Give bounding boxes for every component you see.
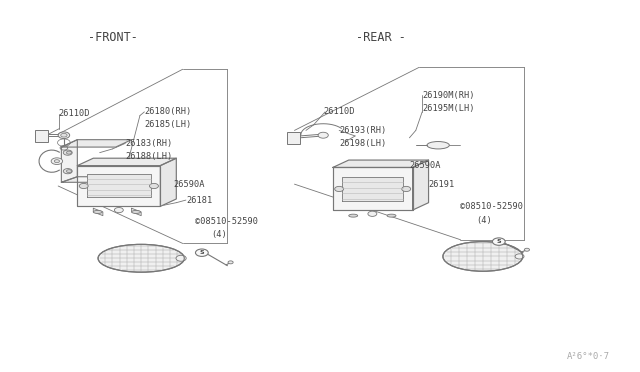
Circle shape	[492, 238, 505, 245]
Text: 26110D: 26110D	[58, 109, 90, 118]
Circle shape	[228, 261, 233, 264]
Text: 26181: 26181	[186, 196, 212, 205]
Text: 26193(RH): 26193(RH)	[339, 126, 387, 135]
Polygon shape	[87, 174, 151, 197]
Circle shape	[51, 158, 63, 164]
Polygon shape	[93, 208, 103, 216]
Polygon shape	[132, 208, 141, 216]
Text: 26190M(RH): 26190M(RH)	[422, 91, 475, 100]
Text: ©08510-52590: ©08510-52590	[195, 217, 259, 226]
Circle shape	[524, 248, 529, 251]
Ellipse shape	[349, 214, 358, 217]
Circle shape	[54, 160, 60, 163]
Polygon shape	[61, 177, 132, 182]
Ellipse shape	[132, 211, 141, 214]
FancyBboxPatch shape	[35, 130, 48, 142]
Text: -FRONT-: -FRONT-	[88, 31, 138, 44]
Polygon shape	[342, 177, 403, 201]
Circle shape	[63, 150, 72, 155]
Ellipse shape	[98, 244, 184, 272]
Text: 26185(LH): 26185(LH)	[145, 121, 191, 129]
Circle shape	[176, 255, 186, 261]
Text: (4): (4)	[476, 216, 492, 225]
Text: 26198(LH): 26198(LH)	[339, 139, 387, 148]
Circle shape	[61, 134, 67, 137]
Text: -REAR -: -REAR -	[356, 31, 406, 44]
Ellipse shape	[387, 214, 396, 217]
Polygon shape	[333, 167, 413, 210]
Text: S: S	[200, 250, 204, 255]
Polygon shape	[61, 140, 77, 182]
Ellipse shape	[93, 211, 102, 214]
Text: ©08510-52590: ©08510-52590	[461, 202, 524, 211]
Circle shape	[79, 183, 88, 189]
Circle shape	[150, 183, 159, 189]
Ellipse shape	[443, 241, 523, 271]
Ellipse shape	[427, 141, 449, 149]
Polygon shape	[77, 158, 176, 166]
Circle shape	[58, 132, 70, 138]
Circle shape	[63, 169, 72, 174]
Circle shape	[335, 186, 344, 192]
Polygon shape	[333, 160, 429, 167]
Circle shape	[515, 254, 524, 259]
Circle shape	[67, 170, 72, 173]
Polygon shape	[161, 158, 176, 206]
Text: A²6°*0·7: A²6°*0·7	[566, 352, 610, 361]
Text: 26590A: 26590A	[410, 161, 441, 170]
FancyBboxPatch shape	[287, 132, 300, 144]
Text: 26110D: 26110D	[323, 108, 355, 116]
Text: (4): (4)	[211, 230, 227, 240]
Circle shape	[60, 145, 68, 150]
Circle shape	[195, 249, 208, 256]
Polygon shape	[61, 140, 132, 147]
Circle shape	[368, 211, 377, 217]
Text: 26188(LH): 26188(LH)	[125, 152, 172, 161]
Polygon shape	[413, 160, 429, 210]
Text: 26180(RH): 26180(RH)	[145, 108, 191, 116]
Text: S: S	[497, 239, 501, 244]
Text: 26183(RH): 26183(RH)	[125, 139, 172, 148]
Text: 26191: 26191	[429, 180, 455, 189]
Text: 26590A: 26590A	[173, 180, 205, 189]
Circle shape	[115, 208, 124, 213]
Text: 26195M(LH): 26195M(LH)	[422, 104, 475, 113]
Circle shape	[402, 186, 411, 192]
Polygon shape	[77, 166, 161, 206]
Circle shape	[318, 132, 328, 138]
Circle shape	[67, 151, 72, 154]
